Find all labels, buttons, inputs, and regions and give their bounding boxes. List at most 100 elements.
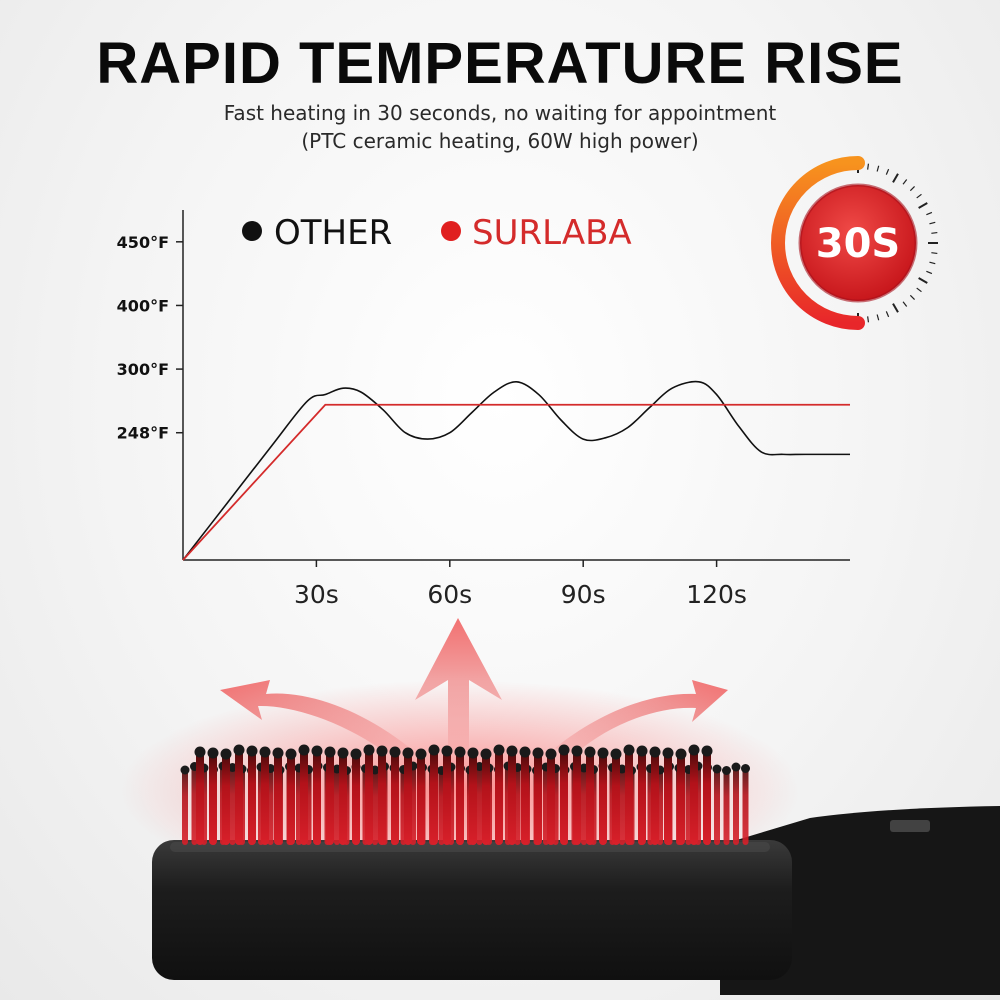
bristle-tip [415,748,427,760]
bristle-tip [389,746,401,758]
bristle [547,754,555,845]
bristle-tip [675,748,687,760]
chart: 450°F 400°F 300°F 248°F 30s 60s 90s 120s OTHER… [117,210,850,609]
timer-badge [800,185,916,301]
timer-tick [885,311,890,318]
bristle [638,751,646,845]
bristle-tip [441,745,453,757]
y-tick-label: 300°F [117,360,169,379]
timer-tick [931,252,938,255]
timer-tick [926,270,933,275]
bristle-tip [376,745,388,757]
bristle [326,752,334,845]
bristle-tip [662,747,674,759]
series-line-surlaba [182,403,850,561]
timer-tick [885,168,890,175]
bristle-tip [180,765,190,775]
bristle-tip [207,747,219,759]
brush-image [152,744,1000,995]
bristle [612,754,620,845]
timer-tick [892,173,899,183]
bristle-tip [584,746,596,758]
bristle-tip [311,745,323,757]
subtitle-line-2: (PTC ceramic heating, 60W high power) [301,129,699,153]
x-tick-label: 90s [561,580,606,609]
bristle [287,754,295,845]
bristle-tip [688,744,700,756]
bristle-tip [741,764,750,773]
bristle [235,750,243,845]
bristle [334,769,340,845]
timer-tick [876,165,880,172]
bristle-tip [350,748,362,760]
bristle-tip [272,747,284,759]
heat-arrows [220,618,728,754]
bristle-tip [428,744,440,756]
bristle [714,769,720,845]
bristle [274,753,282,845]
bristle-tip [712,764,722,774]
bristle [599,753,607,845]
bristle [229,767,236,845]
timer-tick [929,261,936,265]
bristle [651,752,659,845]
x-tick-label: 120s [686,580,747,609]
timer-tick [867,316,870,323]
bristle [508,751,516,845]
brush-edge-highlight [170,842,770,852]
bristle [742,768,749,845]
timer-tick [926,211,933,216]
bristle [664,753,672,845]
bristle-tip [194,746,206,758]
bristle-tip [722,766,731,775]
timer-tick [902,179,908,185]
bristle [378,751,386,845]
timer-tick [892,303,899,313]
bristle [456,752,464,845]
subtitle-line-1: Fast heating in 30 seconds, no waiting f… [223,101,777,125]
timer-tick [867,163,870,170]
brush-head [152,840,792,980]
bristle-tip [649,746,661,758]
bristle [352,754,360,845]
bristle-tip [220,748,232,760]
bristle [313,751,321,845]
bristle [723,770,730,845]
legend-marker-other [242,221,262,241]
page-title: RAPID TEMPERATURE RISE [96,31,904,96]
x-tick-label: 60s [427,580,472,609]
bristle-tip [571,745,583,757]
bristle [469,753,477,845]
bristle-tip [610,748,622,760]
bristle [619,769,625,845]
bristle-tip [363,744,375,756]
bristle [300,750,308,845]
bristle-tip [493,744,505,756]
bristle [690,750,698,845]
legend-marker-surlaba [441,221,461,241]
y-tick-label: 450°F [117,233,169,252]
arrow-left-icon [220,680,410,752]
bristle [209,753,217,845]
bristle-tip [519,746,531,758]
bristle-tip [701,745,713,757]
bristle-tip [545,748,557,760]
bristle-tip [532,747,544,759]
bristle [560,750,568,845]
bristle [733,767,739,845]
legend-label-other: OTHER [274,213,392,253]
bristle [703,751,711,845]
x-tick-label: 30s [294,580,339,609]
timer-tick [931,231,938,234]
x-ticks: 30s 60s 90s 120s [294,560,747,609]
bristle [248,751,256,845]
bristle-tip [597,747,609,759]
bristle [404,753,412,845]
bristle-tip [731,762,741,772]
bristle-tip [558,744,570,756]
timer-tick [909,186,915,192]
y-ticks: 450°F 400°F 300°F 248°F [117,233,183,443]
bristle-tip [228,763,237,772]
bristle [372,770,378,845]
